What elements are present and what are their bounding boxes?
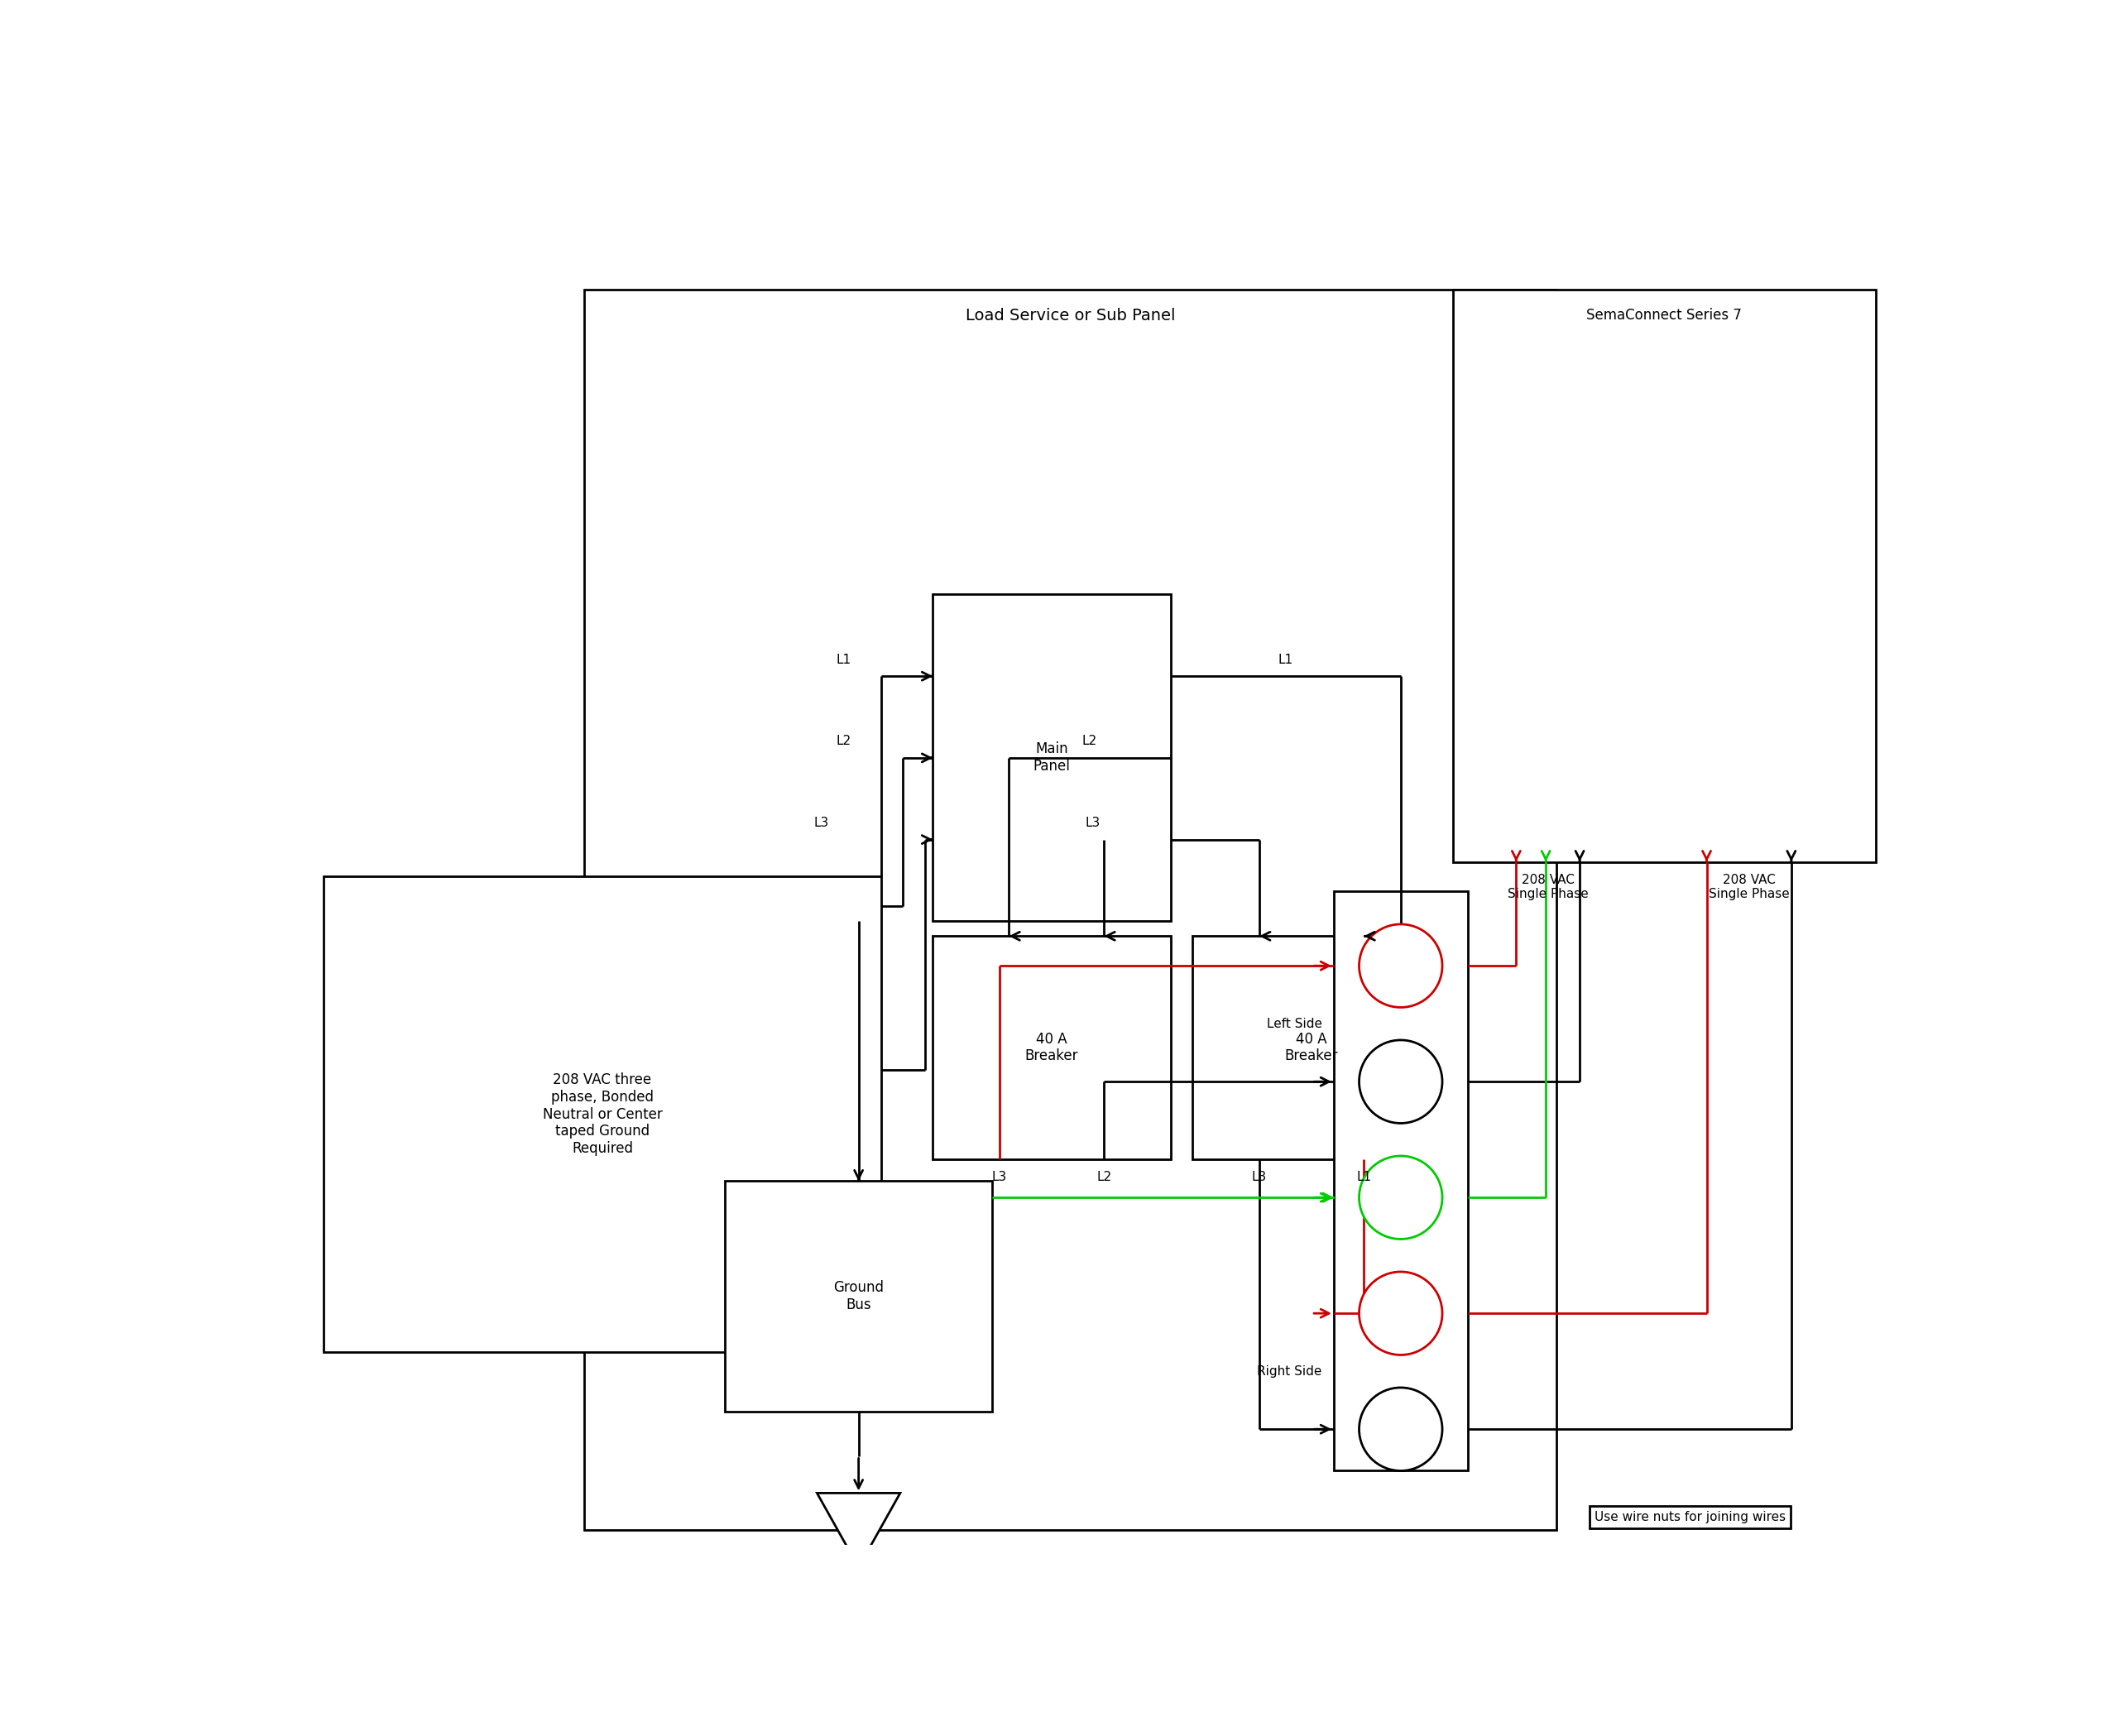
Bar [1452,290,1876,861]
Text: L1: L1 [1279,653,1293,667]
Bar [933,936,1171,1160]
Text: Left Side: Left Side [1266,1017,1323,1029]
Text: Ground
Bus: Ground Bus [833,1279,884,1312]
Text: Right Side: Right Side [1258,1364,1323,1377]
Text: Main
Panel: Main Panel [1034,741,1070,774]
Text: Load Service or Sub Panel: Load Service or Sub Panel [966,307,1175,323]
Text: L2: L2 [1097,1170,1112,1184]
Circle shape [1359,1272,1443,1354]
Circle shape [1359,924,1443,1007]
Text: L3: L3 [1085,816,1099,830]
Circle shape [1359,1040,1443,1123]
Circle shape [1359,1156,1443,1240]
Bar [726,1180,992,1411]
Text: L3: L3 [992,1170,1006,1184]
Circle shape [1359,1387,1443,1470]
Text: L2: L2 [836,734,850,748]
Text: SemaConnect Series 7: SemaConnect Series 7 [1587,307,1743,323]
Text: 208 VAC
Single Phase: 208 VAC Single Phase [1709,873,1789,901]
Bar [325,877,880,1352]
Bar [1334,892,1469,1470]
Text: Use wire nuts for joining wires: Use wire nuts for joining wires [1595,1510,1785,1522]
Text: 40 A
Breaker: 40 A Breaker [1285,1031,1338,1064]
Bar [584,290,1557,1529]
Text: 208 VAC three
phase, Bonded
Neutral or Center
taped Ground
Required: 208 VAC three phase, Bonded Neutral or C… [542,1073,663,1156]
Text: L1: L1 [836,653,850,667]
Text: L3: L3 [814,816,829,830]
Text: L1: L1 [1357,1170,1372,1184]
Text: L2: L2 [1082,734,1097,748]
Polygon shape [817,1493,901,1568]
Text: 40 A
Breaker: 40 A Breaker [1025,1031,1078,1064]
Bar [933,594,1171,922]
Text: L3: L3 [1251,1170,1266,1184]
Text: 208 VAC
Single Phase: 208 VAC Single Phase [1507,873,1589,901]
Bar [1192,936,1431,1160]
